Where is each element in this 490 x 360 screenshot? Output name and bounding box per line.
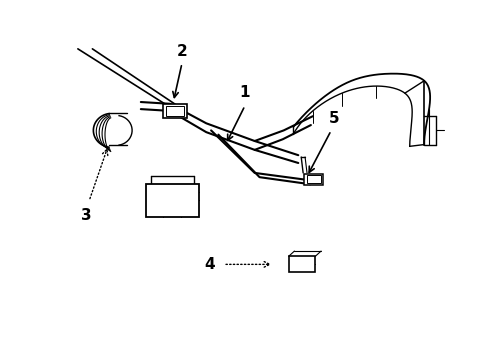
Text: 5: 5 — [328, 111, 339, 126]
Text: 1: 1 — [240, 85, 250, 100]
Bar — [307, 175, 321, 183]
Bar — [146, 184, 199, 217]
Bar — [304, 174, 323, 185]
Text: 2: 2 — [177, 44, 187, 59]
Bar — [166, 106, 184, 116]
Text: 3: 3 — [81, 208, 92, 223]
Text: 4: 4 — [204, 257, 215, 272]
Bar — [163, 104, 187, 118]
Bar — [289, 256, 315, 272]
